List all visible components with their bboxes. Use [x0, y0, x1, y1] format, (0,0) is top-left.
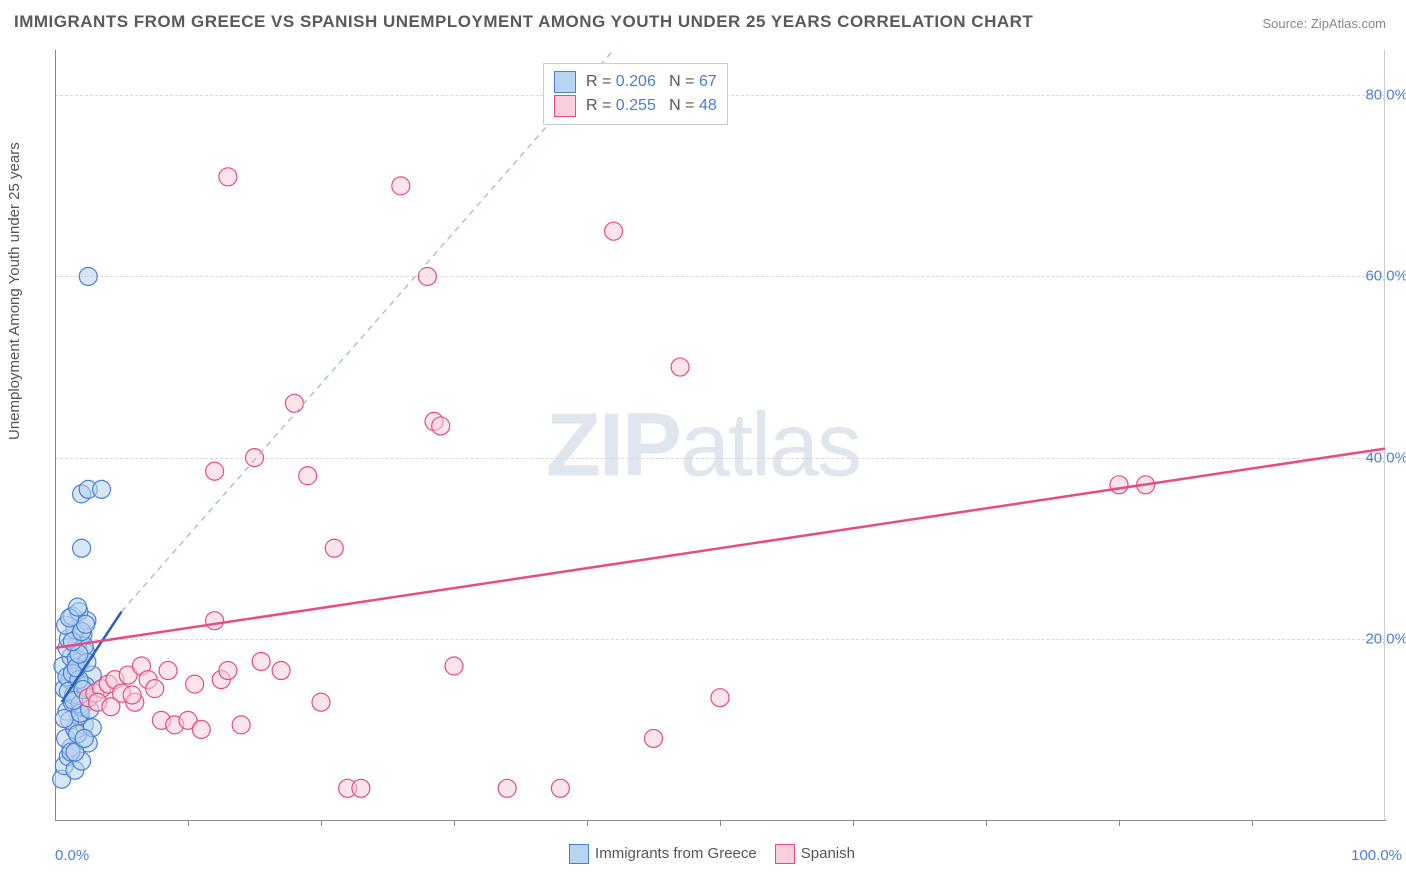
scatter-point [252, 652, 270, 670]
scatter-point [192, 720, 210, 738]
source-attribution: Source: ZipAtlas.com [1262, 16, 1386, 31]
scatter-point [1110, 476, 1128, 494]
legend-swatch [554, 71, 576, 93]
stat-row: R = 0.206 N = 67 [554, 70, 717, 94]
scatter-point [299, 467, 317, 485]
scatter-point [312, 693, 330, 711]
legend-swatch [569, 844, 589, 864]
scatter-point [671, 358, 689, 376]
scatter-point [246, 449, 264, 467]
scatter-point [219, 168, 237, 186]
scatter-point [77, 615, 95, 633]
scatter-point [159, 662, 177, 680]
scatter-point [432, 417, 450, 435]
scatter-point [352, 779, 370, 797]
trend-line-extrapolated [122, 50, 614, 612]
scatter-point [711, 689, 729, 707]
scatter-point [146, 680, 164, 698]
scatter-point [206, 462, 224, 480]
trend-line [55, 449, 1385, 648]
series-legend: Immigrants from Greece Spanish [0, 844, 1406, 864]
correlation-stats-box: R = 0.206 N = 67R = 0.255 N = 48 [543, 63, 728, 125]
stat-label: R = [586, 97, 616, 114]
scatter-point [392, 177, 410, 195]
legend-swatch [775, 844, 795, 864]
chart-title: IMMIGRANTS FROM GREECE VS SPANISH UNEMPL… [14, 12, 1033, 32]
stat-r-value: 0.206 [616, 73, 656, 90]
stat-n-value: 48 [699, 97, 717, 114]
scatter-point [123, 686, 141, 704]
scatter-point [75, 729, 93, 747]
scatter-point [445, 657, 463, 675]
scatter-point [325, 539, 343, 557]
scatter-point [232, 716, 250, 734]
y-axis-label: Unemployment Among Youth under 25 years [6, 142, 23, 440]
scatter-point [102, 698, 120, 716]
scatter-point [69, 598, 87, 616]
scatter-point [551, 779, 569, 797]
stat-n-value: 67 [699, 73, 717, 90]
stat-label: N = [656, 73, 699, 90]
stat-row: R = 0.255 N = 48 [554, 94, 717, 118]
scatter-point [73, 539, 91, 557]
legend-swatch [554, 95, 576, 117]
scatter-point [285, 394, 303, 412]
scatter-plot-svg [55, 50, 1385, 820]
stat-r-value: 0.255 [616, 97, 656, 114]
scatter-point [93, 480, 111, 498]
scatter-point [498, 779, 516, 797]
scatter-point [206, 612, 224, 630]
scatter-point [219, 662, 237, 680]
scatter-point [272, 662, 290, 680]
stat-label: R = [586, 73, 616, 90]
scatter-point [645, 729, 663, 747]
stat-label: N = [656, 97, 699, 114]
scatter-point [79, 267, 97, 285]
scatter-point [605, 222, 623, 240]
legend-label: Spanish [801, 845, 855, 862]
scatter-point [55, 710, 73, 728]
legend-label: Immigrants from Greece [595, 845, 757, 862]
scatter-point [186, 675, 204, 693]
